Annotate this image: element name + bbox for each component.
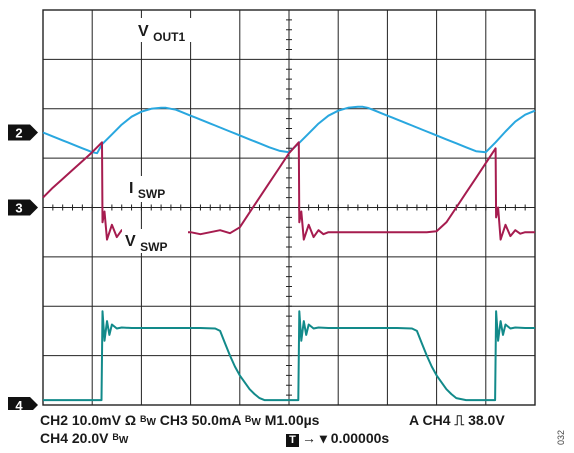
vsw-label-sub: SWP — [140, 240, 167, 254]
bw-limit-ch4-sub: W — [118, 435, 129, 446]
timebase: M1.00µs — [260, 412, 320, 428]
ch2-setting: CH2 10.0mV Ω — [40, 412, 140, 428]
status-line-2: CH4 20.0V BW — [40, 430, 128, 446]
bw-limit-ch3-sub: W — [251, 417, 261, 428]
marker-arrow — [8, 199, 38, 216]
trigger-offset: T → ▾ 0.00000s — [286, 430, 389, 447]
trigger-t-icon: T — [286, 434, 299, 447]
trigger-setting: A CH4 ⎍ 38.0V — [409, 412, 505, 428]
figure-id: 032 — [556, 429, 566, 445]
bw-limit-ch2-sub: W — [146, 417, 156, 428]
marker-arrow — [8, 124, 38, 141]
vout-label-sub: OUT1 — [153, 30, 185, 44]
grid — [42, 9, 536, 406]
traces — [42, 105, 536, 402]
trigger-offset-value: → ▾ 0.00000s — [302, 430, 390, 446]
isw-label: I SWP — [126, 176, 182, 202]
channel-markers: 2 3 4 — [8, 124, 38, 410]
bw-limit-ch4: B — [112, 432, 119, 442]
oscilloscope-plot: 2 3 4 V OUT1 I SWP V SWP — [8, 9, 536, 410]
svg-text:V OUT1: V OUT1 — [138, 23, 185, 44]
channel-marker-2: 2 — [8, 124, 38, 141]
marker-label: 4 — [15, 398, 23, 410]
marker-arrow — [8, 397, 38, 410]
vout-label-main: V — [138, 23, 149, 40]
trace-i-swp — [42, 141, 535, 241]
marker-label: 3 — [15, 201, 22, 216]
status-line-1: CH2 10.0mV Ω BW CH3 50.0mA BW M1.00µs — [40, 412, 319, 428]
svg-text:I SWP: I SWP — [129, 180, 165, 201]
bw-limit-ch2: B — [139, 414, 147, 424]
marker-label: 2 — [15, 125, 22, 140]
svg-text:V SWP: V SWP — [125, 233, 167, 254]
ch3-setting: CH3 50.0mA — [155, 412, 245, 428]
channel-marker-4: 4 — [8, 397, 38, 410]
vsw-label: V SWP — [122, 229, 188, 254]
vout-label: V OUT1 — [136, 18, 212, 44]
vsw-label-main: V — [125, 233, 136, 250]
bw-limit-ch3: B — [244, 414, 252, 424]
isw-label-main: I — [129, 180, 133, 197]
ch4-setting: CH4 20.0V — [40, 430, 113, 446]
isw-label-sub: SWP — [138, 187, 165, 201]
channel-marker-3: 3 — [8, 199, 38, 216]
trace-v-swp — [43, 310, 535, 402]
